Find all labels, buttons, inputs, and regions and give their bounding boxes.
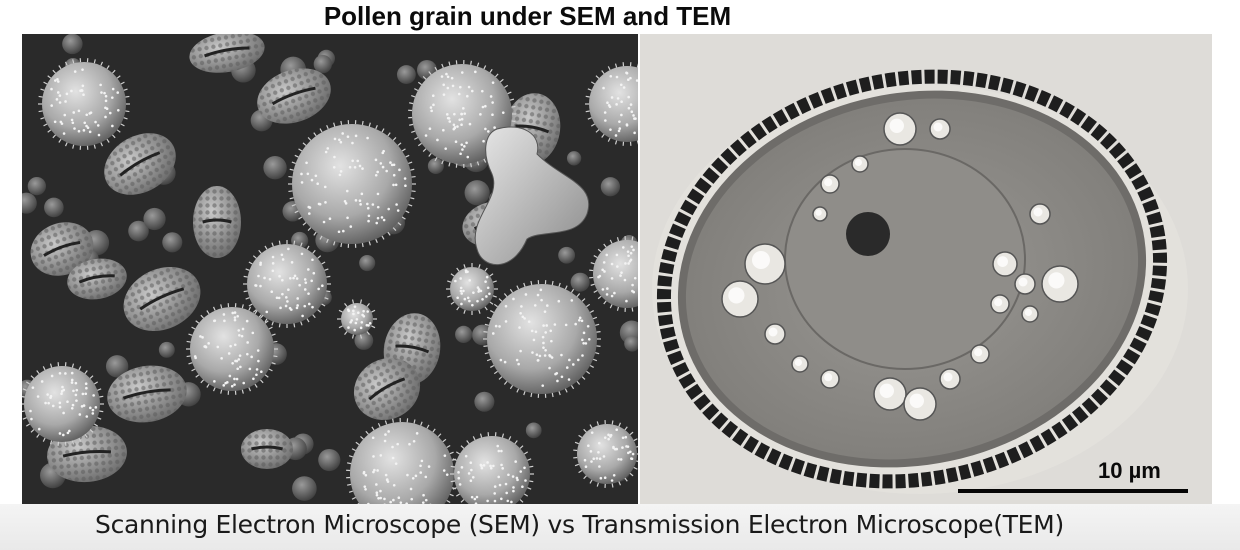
- caption-bar: Scanning Electron Microscope (SEM) vs Tr…: [0, 504, 1240, 550]
- caption-text: Scanning Electron Microscope (SEM) vs Tr…: [95, 510, 1064, 539]
- scale-bar: [958, 489, 1188, 493]
- sem-image: [22, 34, 638, 504]
- page-title: Pollen grain under SEM and TEM: [323, 1, 732, 31]
- tem-image: [640, 34, 1212, 504]
- scale-bar-label: 10 µm: [1098, 458, 1161, 483]
